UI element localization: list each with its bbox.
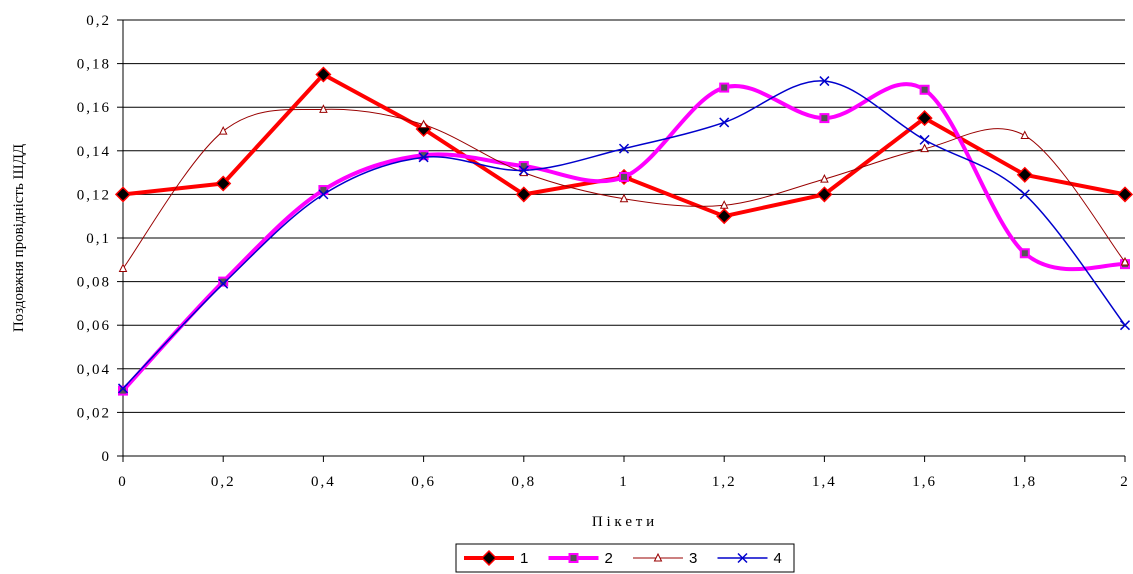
data-point-3 bbox=[619, 193, 629, 203]
x-tick-label: 1,2 bbox=[712, 474, 737, 490]
x-tick-label: 2 bbox=[1120, 474, 1130, 490]
x-tick-label: 0,6 bbox=[411, 474, 436, 490]
data-point-3 bbox=[319, 104, 328, 113]
data-point-4 bbox=[719, 117, 730, 128]
legend-marker bbox=[737, 552, 748, 564]
data-point-4 bbox=[418, 152, 429, 163]
y-tick-label: 0,06 bbox=[77, 318, 111, 334]
legend-item-1: 1 bbox=[464, 549, 528, 567]
y-tick-label: 0,1 bbox=[86, 231, 111, 247]
data-point-1 bbox=[1116, 186, 1133, 203]
x-axis-tick-labels: 0 0,2 0,4 0,6 0,8 1 1,2 1,4 1,6 1,8 2 bbox=[118, 456, 1130, 490]
data-point-4 bbox=[819, 76, 830, 87]
series-3 bbox=[118, 104, 1130, 273]
data-point-4 bbox=[618, 143, 630, 154]
data-point-2 bbox=[819, 113, 830, 124]
data-point-4 bbox=[518, 165, 529, 176]
legend-marker bbox=[653, 552, 663, 562]
data-point-1 bbox=[515, 186, 532, 203]
legend-label: 4 bbox=[774, 550, 782, 567]
data-point-1 bbox=[916, 110, 933, 127]
series-layer bbox=[114, 66, 1133, 396]
data-point-1 bbox=[215, 175, 232, 192]
data-point-3 bbox=[218, 126, 228, 135]
data-point-4 bbox=[117, 383, 129, 394]
x-tick-label: 0,2 bbox=[211, 474, 236, 490]
data-point-3 bbox=[719, 200, 729, 209]
legend-marker bbox=[568, 553, 579, 563]
legend-label: 3 bbox=[689, 550, 697, 567]
legend-label: 1 bbox=[520, 550, 528, 567]
y-tick-label: 0,18 bbox=[77, 57, 111, 73]
y-tick-label: 0,08 bbox=[77, 275, 111, 291]
x-tick-label: 1 bbox=[619, 474, 629, 490]
data-point-2 bbox=[719, 82, 730, 93]
data-point-3 bbox=[118, 263, 128, 273]
series-2 bbox=[118, 82, 1130, 396]
data-point-2 bbox=[218, 276, 229, 287]
x-tick-label: 0 bbox=[118, 474, 128, 490]
data-point-3 bbox=[419, 119, 428, 129]
data-point-1 bbox=[716, 208, 733, 225]
data-point-4 bbox=[1019, 189, 1030, 200]
data-point-2 bbox=[919, 84, 930, 95]
data-point-2 bbox=[418, 150, 429, 161]
data-point-2 bbox=[1019, 248, 1030, 259]
data-point-3 bbox=[820, 174, 829, 183]
data-point-3 bbox=[1120, 256, 1130, 266]
y-tick-label: 0,16 bbox=[77, 100, 111, 116]
data-point-3 bbox=[1020, 130, 1030, 140]
legend-marker bbox=[480, 549, 498, 567]
data-point-4 bbox=[919, 134, 930, 145]
data-point-4 bbox=[1119, 320, 1131, 331]
y-tick-label: 0,2 bbox=[86, 13, 111, 29]
legend-item-4: 4 bbox=[717, 550, 782, 567]
data-point-4 bbox=[318, 189, 329, 200]
data-point-1 bbox=[1016, 166, 1033, 183]
legend-label: 2 bbox=[605, 550, 613, 567]
legend: 1 2 3 4 bbox=[455, 543, 795, 573]
y-tick-label: 0,14 bbox=[77, 144, 111, 160]
series-4 bbox=[117, 76, 1131, 394]
y-tick-label: 0,02 bbox=[77, 405, 111, 421]
y-axis-tick-labels: 0 0,02 0,04 0,06 0,08 0,1 0,12 0,14 0,16 0,18 0,2 bbox=[77, 13, 123, 465]
x-tick-label: 1,4 bbox=[812, 474, 837, 490]
data-point-1 bbox=[816, 186, 833, 203]
series-line-3 bbox=[122, 108, 1126, 270]
series-line-2 bbox=[121, 82, 1127, 393]
data-point-2 bbox=[619, 171, 629, 182]
x-tick-label: 1,8 bbox=[1012, 474, 1037, 490]
data-point-1 bbox=[114, 186, 132, 203]
data-point-3 bbox=[920, 143, 929, 153]
data-point-1 bbox=[315, 66, 332, 83]
grid-lines bbox=[123, 19, 1125, 413]
y-axis-title: Поздовжня провідність ШДД bbox=[11, 144, 27, 332]
data-point-2 bbox=[118, 385, 128, 396]
legend-item-2: 2 bbox=[548, 550, 613, 567]
x-tick-label: 1,6 bbox=[912, 474, 937, 490]
x-axis-title: П і к е т и bbox=[592, 514, 654, 530]
y-tick-label: 0,12 bbox=[77, 187, 111, 203]
y-tick-label: 0 bbox=[102, 449, 112, 465]
x-tick-label: 0,4 bbox=[311, 474, 336, 490]
x-tick-label: 0,8 bbox=[511, 474, 536, 490]
y-tick-label: 0,04 bbox=[77, 362, 111, 378]
data-point-4 bbox=[218, 278, 229, 289]
legend-item-3: 3 bbox=[633, 550, 697, 567]
